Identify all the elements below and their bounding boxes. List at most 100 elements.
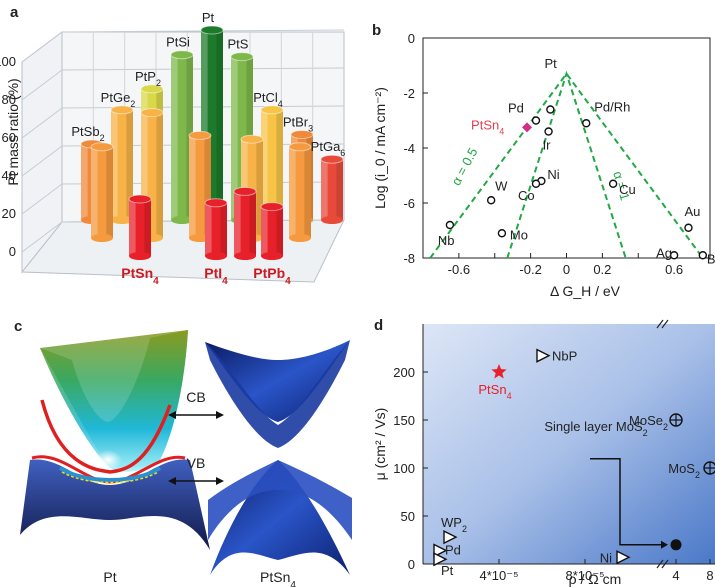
chart-d-point-label: Ni: [600, 550, 612, 565]
chart-a-bar-highlight: [261, 206, 268, 256]
chart-a-bar-body: [91, 146, 113, 238]
vb-arrow: [168, 477, 224, 485]
chart-d-point-mos2: MoS2: [668, 461, 715, 480]
chart-a-bar-top: [230, 52, 254, 62]
chart-d-axis-break: [661, 319, 669, 329]
chart-a-bar-shadow: [276, 109, 283, 220]
chart-d-point-marker: [433, 552, 448, 567]
chart-b-point-ptsn4: PtSn4: [471, 117, 533, 136]
chart-a-bar-highlight: [321, 159, 328, 220]
chart-a-bar-label: PtI4: [204, 265, 228, 287]
chart-a-bar-highlight: [129, 199, 136, 256]
chart-b-point-marker: [546, 105, 555, 114]
panel-label-c: c: [14, 318, 23, 335]
panel-c-band-structure: CB VB Pt PtSn4: [20, 330, 352, 587]
chart-b-point-marker: [669, 251, 679, 260]
chart-d-point-marker: [616, 550, 631, 565]
chart-a-y-tick-label: 80: [2, 92, 16, 107]
chart-d-point-marker: [536, 348, 551, 363]
chart-a-bar-shadow: [204, 135, 211, 238]
vb-label: VB: [187, 455, 206, 471]
chart-b-point-ir: Ir: [543, 127, 553, 153]
chart-a-bar-top: [140, 84, 164, 94]
panel-label-d: d: [374, 317, 384, 334]
chart-a-bar-base: [129, 252, 151, 260]
chart-d-point-label: MoS2: [668, 461, 700, 480]
chart-d-point-label: WP2: [441, 515, 467, 534]
chart-b-x-tick-label: -0.2: [519, 262, 541, 277]
chart-d-point-pt: Pt: [433, 552, 454, 578]
chart-b-point-label: W: [495, 178, 508, 193]
chart-d-y-tick-label: 100: [393, 461, 415, 476]
chart-a-gridline-side: [21, 107, 63, 139]
chart-b-point-label: Ir: [543, 138, 552, 153]
chart-a-bar-top: [320, 154, 344, 164]
chart-d-point-marker: [670, 539, 682, 551]
chart-b-y-tick-label: -8: [403, 251, 415, 266]
chart-b-point-label: Mo: [510, 227, 528, 242]
chart-d-axis-break: [661, 559, 669, 569]
chart-d-x-tick-label: 4*10⁻⁵: [480, 568, 519, 583]
chart-a-y-axis-label: Pt mass ratio (%): [5, 78, 21, 185]
chart-b-volcano-line: [506, 70, 627, 259]
chart-a-gridline-side: [21, 221, 63, 253]
chart-d-point-label: MoSe2: [629, 413, 668, 432]
chart-a-gridline-side: [21, 183, 63, 215]
chart-a-bar-label: PtPb4: [253, 265, 291, 287]
chart-a-bar-label: PtCl4: [253, 90, 283, 109]
chart-a-bar-top: [200, 25, 224, 35]
chart-b-point-label: Bi: [707, 251, 715, 266]
chart-a-bar-body: [129, 199, 151, 256]
chart-a-bar-base: [91, 234, 113, 242]
chart-d-point-marker: [433, 543, 448, 558]
pt-band-surface: [20, 330, 210, 550]
chart-b-point-pt: Pt: [545, 56, 558, 71]
chart-b-point-label: Au: [684, 204, 700, 219]
chart-b-point-label: Ag: [656, 245, 672, 260]
chart-a-bar-highlight: [111, 109, 118, 220]
chart-d-point-label: Pt: [441, 563, 454, 578]
chart-a-bar-ptsn4: [128, 194, 152, 260]
chart-b-volcano-line: [429, 72, 704, 259]
chart-a-bar-body: [111, 109, 133, 220]
chart-b-point-label: Pd/Rh: [594, 99, 630, 114]
chart-a-bar-shadow: [256, 139, 263, 238]
chart-a-bar-label: PtSi: [166, 35, 190, 50]
chart-a-bar-label: PtGa6: [311, 139, 346, 158]
chart-a-bar-top: [240, 134, 264, 144]
chart-a-bar-top: [260, 105, 284, 115]
chart-d-mobility-resistivity: 0 50 100 150 200 4*10⁻⁵ 8*10⁻⁵ 4 8 PtSn4 NbP MoSe2…: [372, 319, 715, 587]
chart-a-bar-ptpb4: [260, 202, 284, 260]
chart-a-bar-ptge2: [110, 105, 134, 224]
chart-a-y-tick-label: 20: [2, 206, 16, 221]
chart-a-bar-highlight: [231, 56, 238, 220]
chart-d-point-nbp: NbP: [536, 348, 577, 364]
chart-a-bar-base: [261, 252, 283, 260]
chart-a-bar-label: PtSn4: [121, 265, 159, 287]
chart-a-y-tick-label: 0: [9, 244, 16, 259]
chart-b-point-label: Cu: [619, 182, 636, 197]
chart-d-y-tick-label: 0: [408, 557, 415, 572]
chart-a-bar-body: [289, 146, 311, 238]
chart-a-bar-pti4: [204, 198, 228, 260]
chart-a-bar-top: [188, 130, 212, 140]
chart-a-bar-label: PtSb2: [71, 124, 104, 143]
chart-d-annotation-arrow: [590, 458, 666, 546]
chart-a-bar-highlight: [234, 191, 241, 256]
chart-b-point-pd: Pd: [508, 101, 541, 125]
chart-d-x-tick-label: 4: [672, 568, 679, 583]
pt-caption: Pt: [103, 569, 116, 585]
chart-d-point-marker: [443, 529, 458, 545]
chart-b-x-tick-label: -0.6: [448, 262, 470, 277]
chart-d-y-tick-label: 50: [401, 509, 415, 524]
chart-a-bar-body: [205, 202, 227, 256]
chart-b-x-tick-label: 0.2: [593, 262, 611, 277]
chart-a-bar-shadow: [220, 202, 227, 256]
chart-a-bar-highlight: [81, 144, 88, 220]
chart-a-bar-label: PtS: [228, 37, 249, 52]
chart-a-bar-highlight: [201, 30, 208, 220]
chart-b-y-tick-label: -6: [403, 196, 415, 211]
chart-a-bar-mid: [90, 142, 114, 242]
chart-a-y-tick-label: 60: [2, 130, 16, 145]
chart-a-bar-base: [111, 216, 133, 224]
